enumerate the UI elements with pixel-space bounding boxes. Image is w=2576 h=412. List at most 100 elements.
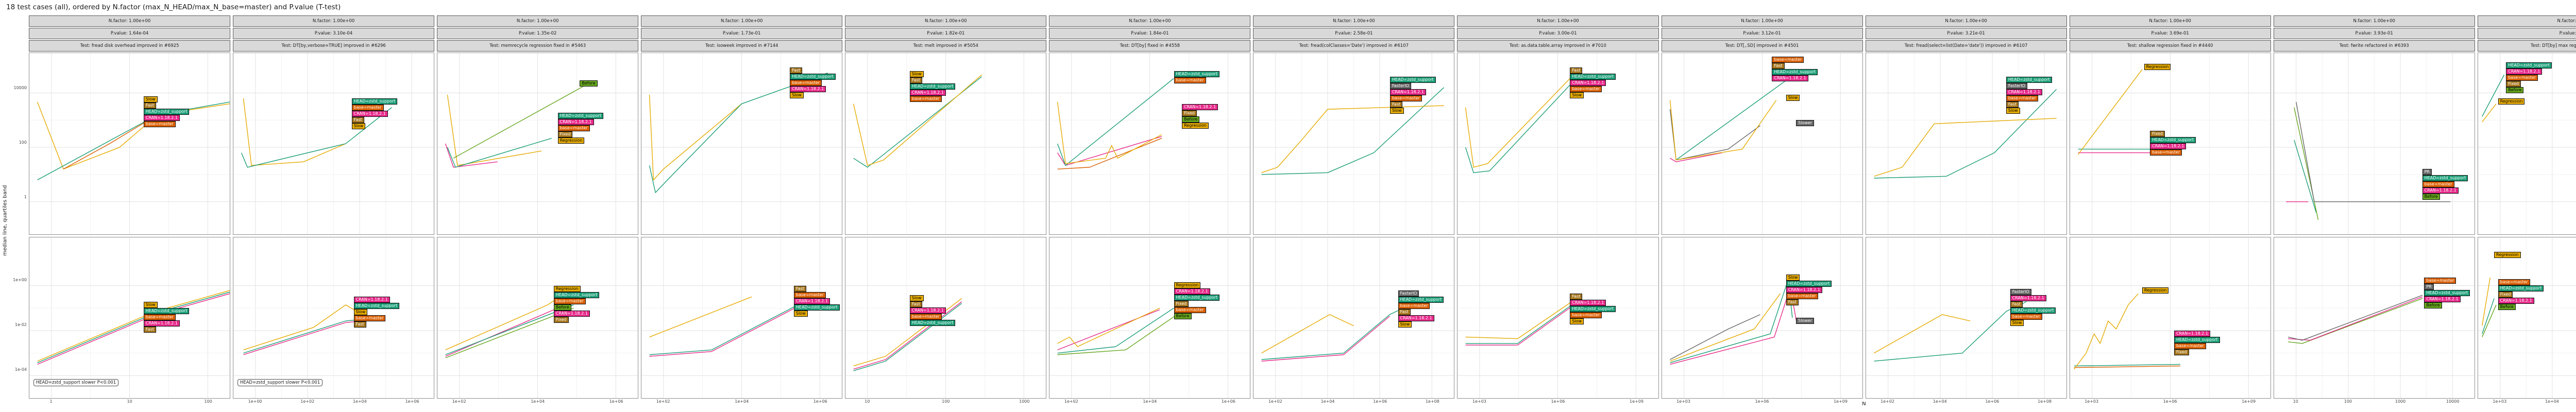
- series-line-gold: [2078, 70, 2142, 154]
- version-label: base=master: [909, 314, 942, 320]
- series-line-magenta: [650, 306, 798, 356]
- version-label: Fixed: [1174, 301, 1189, 307]
- version-label: Slow: [143, 301, 158, 308]
- version-label: Fixed: [1182, 110, 1197, 116]
- series-line-gray: [2296, 102, 2450, 202]
- version-label: Fixed: [553, 316, 569, 323]
- strip-test: Test: melt improved in #5054: [845, 40, 1047, 52]
- label-stack: Slower: [1796, 120, 1815, 127]
- version-label: Slow: [790, 92, 804, 99]
- strip-nfactor: N.factor: 1.00e+00: [1049, 15, 1251, 27]
- series-line-teal: [1262, 88, 1444, 175]
- label-stack: Fixed HEAD=zstd_support CRAN=1.18.2.1 base=…: [2150, 131, 2196, 156]
- x-tick-label: 10: [865, 399, 870, 404]
- label-stack: HEAD=zstd_support base=master: [1174, 71, 1220, 84]
- version-label: CRAN=1.18.2.1: [2498, 298, 2534, 304]
- version-label: CRAN=1.18.2.1: [790, 86, 826, 93]
- x-tick-row: 1e+00 1e+02 1e+04 1e+06: [233, 399, 434, 406]
- series-line-gold: [38, 102, 230, 169]
- strip-test: Test: fread(select=list(Date='date')) im…: [1865, 40, 2067, 52]
- label-stack: Fast HEAD=zstd_support base=master CRAN=1.1…: [790, 67, 836, 99]
- strip-pvalue: P.value: 3.69e-01: [2069, 28, 2271, 39]
- version-label: Fixed: [2150, 131, 2165, 138]
- series-line-magenta: [38, 294, 230, 364]
- version-label: base=master: [1570, 312, 1602, 319]
- series-line-gray: [2288, 295, 2422, 340]
- x-tick-row: 1e+02 1e+04 1e+06 1e+08: [1253, 399, 1454, 406]
- plot-canvas: [2478, 237, 2576, 398]
- label-stack: PR HEAD=zstd_support base=master CRAN=1.18.…: [2422, 169, 2468, 200]
- version-label: HEAD=zstd_support: [143, 109, 190, 115]
- x-tick-label: 10: [2293, 399, 2298, 404]
- version-label: Regression: [557, 138, 585, 144]
- version-label: Regression: [2494, 252, 2521, 259]
- version-label: Fast: [1570, 67, 1583, 74]
- x-tick-row: 1e+03 1e+06 1e+09: [2070, 399, 2271, 406]
- x-tick-label: 1e+04: [1143, 399, 1157, 404]
- strip-pvalue: P.value: 1.73e-01: [641, 28, 843, 39]
- strip-test: Test: DT[,.SD] improved in #4501: [1661, 40, 1863, 52]
- version-label: Before: [2424, 302, 2442, 308]
- series-line-green: [2294, 108, 2318, 220]
- facet-column-6: N.factor: 1.00e+00 P.value: 1.84e-01 Test:…: [1049, 15, 1251, 406]
- series-line-teal: [2074, 364, 2180, 366]
- label-stack: Slow Fast HEAD=zstd_support CRAN=1.18.2.1 ba…: [143, 96, 190, 128]
- panel-bottom-facet-5: Slow Fast CRAN=1.18.2.1 base=master HEAD=zst…: [845, 237, 1047, 399]
- version-label: base=master: [1174, 77, 1206, 84]
- strip-nfactor: N.factor: 1.00e+00: [29, 15, 231, 27]
- plot-canvas: [1049, 53, 1250, 234]
- version-label: HEAD=zstd_support: [1570, 306, 1616, 313]
- version-label: Fast: [1570, 294, 1583, 300]
- series-line-gold: [1058, 102, 1162, 164]
- x-tick-row: 1e+03 1e+06 1e+09: [1457, 399, 1658, 406]
- version-label: Before: [580, 80, 598, 87]
- facet-column-11: N.factor: 1.00e+00 P.value: 3.69e-01 Test:…: [2069, 15, 2271, 406]
- series-line-teal: [1676, 80, 1786, 160]
- series-line-teal: [448, 138, 552, 167]
- panel-bottom-facet-12: base=master PR HEAD=zstd_support CRAN=1.18.…: [2273, 237, 2475, 399]
- series-line-teal: [1262, 305, 1410, 359]
- x-tick-label: 1e+04: [531, 399, 545, 404]
- panel-top-facet-11: Regression Fixed HEAD=zstd_support CRAN=1.1…: [2069, 53, 2271, 235]
- version-label: Slow: [909, 295, 924, 302]
- version-label: CRAN=1.18.2.1: [351, 111, 388, 117]
- version-label: Fast: [909, 77, 922, 84]
- x-tick-label: 1e+04: [352, 399, 367, 404]
- strip-test: Test: DT[by] fixed in #4558: [1049, 40, 1251, 52]
- version-label: Slower: [1796, 120, 1815, 127]
- version-label: base=master: [557, 125, 590, 132]
- version-label: HEAD=zstd_support: [1174, 71, 1220, 78]
- facet-column-7: N.factor: 1.00e+00 P.value: 2.58e-01 Test:…: [1253, 15, 1455, 406]
- plot-canvas: [1253, 237, 1454, 398]
- strip-nfactor: N.factor: 1.00e+00: [233, 15, 435, 27]
- version-label: HEAD=zstd_support: [2150, 137, 2196, 144]
- series-line-gold: [448, 95, 542, 165]
- series-line-gold: [2482, 104, 2496, 122]
- x-tick-label: 1e+06: [813, 399, 827, 404]
- label-stack: Slow HEAD=zstd_support CRAN=1.18.2.1 base=m…: [1786, 274, 1832, 305]
- facet-column-10: N.factor: 1.00e+00 P.value: 3.21e-01 Test:…: [1865, 15, 2067, 406]
- plot-canvas: [2070, 53, 2270, 234]
- series-line-teal: [1058, 78, 1174, 165]
- version-label: Fixed: [2506, 80, 2521, 87]
- series-line-teal: [2294, 140, 2316, 213]
- version-label: base=master: [1389, 95, 1422, 101]
- panel-top-facet-10: HEAD=zstd_support FasterIO CRAN=1.18.2.1 ba…: [1865, 53, 2067, 235]
- y-tick-label: 10000: [13, 85, 27, 91]
- series-line-green: [2288, 299, 2422, 344]
- strip-pvalue: P.value: 1.35e-02: [437, 28, 639, 39]
- x-tick-label: 1e+06: [405, 399, 419, 404]
- version-label: Fast: [1389, 101, 1403, 108]
- x-tick-row: 1e+02 1e+04 1e+06: [437, 399, 638, 406]
- facet-column-2: N.factor: 1.00e+00 P.value: 3.10e-04 Test:…: [233, 15, 435, 406]
- panel-top-facet-1: Slow Fast HEAD=zstd_support CRAN=1.18.2.1 ba…: [29, 53, 231, 235]
- version-label: Fast: [143, 102, 156, 109]
- version-label: CRAN=1.18.2.1: [909, 90, 946, 96]
- strip-nfactor: N.factor: 1.00e+00: [845, 15, 1047, 27]
- x-tick-label: 1e+08: [1425, 399, 1439, 404]
- series-line-magenta: [1670, 153, 1722, 162]
- x-tick-label: 1e+02: [1064, 399, 1078, 404]
- series-line-gold: [446, 295, 562, 350]
- label-stack: Slow HEAD=zstd_support base=master CRAN=1.1…: [143, 301, 190, 333]
- version-label: Slow: [793, 310, 808, 317]
